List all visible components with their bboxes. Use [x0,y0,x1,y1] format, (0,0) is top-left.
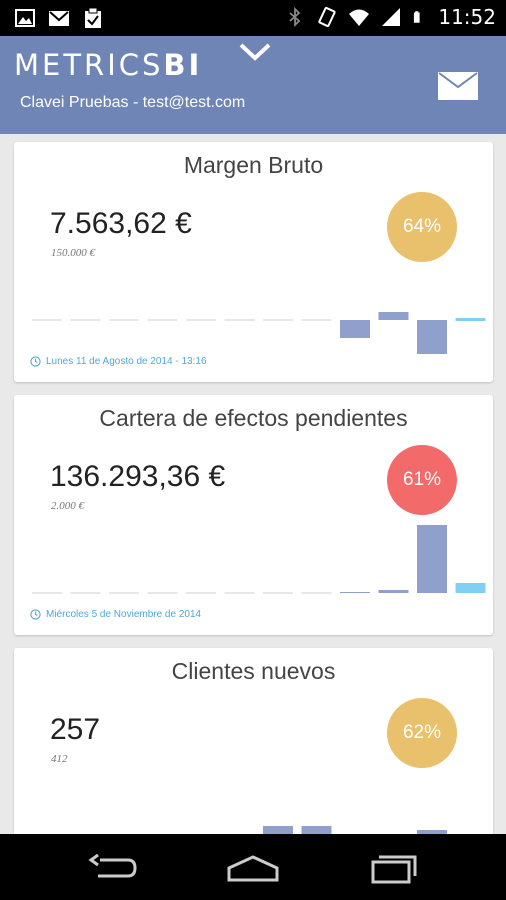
card-amount: 136.293,36 € [50,460,226,493]
clock-icon [30,356,41,367]
metric-card-cartera[interactable]: Cartera de efectos pendientes 136.293,36… [14,395,493,635]
card-date-row: Miércoles 5 de Noviembre de 2014 [30,609,201,620]
chart-bar-11 [455,318,486,321]
metric-card-margen-bruto[interactable]: Margen Bruto 7.563,62 € 150.000 € 64% Lu… [14,142,493,382]
bar-chart [32,525,486,594]
chart-bar-10 [417,525,447,593]
status-bar: 11:52 [0,0,506,36]
recent-apps-icon[interactable] [370,854,418,884]
card-title: Margen Bruto [183,152,324,178]
user-info: Clavei Pruebas - test@test.com [20,94,246,111]
chart-bar-6 [263,826,293,834]
home-icon[interactable] [226,854,280,882]
card-amount: 257 [50,713,101,746]
image-icon [15,9,35,27]
chart-bar-10 [417,320,447,354]
percent-badge: 62% [387,698,457,768]
clipboard-icon [85,7,101,28]
chart-bar-8 [340,592,370,593]
percent-badge: 61% [387,445,457,515]
app-logo: METRICSBI [14,48,202,82]
card-amount: 7.563,62 € [50,207,192,240]
chart-bar-11 [455,583,486,593]
app-header: METRICSBI Clavei Pruebas - test@test.com [0,36,506,134]
metric-card-clientes-nuevos[interactable]: Clientes nuevos 257 412 62% [14,648,493,834]
vibrate-icon [318,6,336,28]
metrics-list[interactable]: Margen Bruto 7.563,62 € 150.000 € 64% Lu… [0,134,506,834]
chart-bar-9 [378,590,409,593]
card-date: Miércoles 5 de Noviembre de 2014 [46,609,202,620]
chart-bar-7 [301,826,332,834]
gmail-icon [49,11,69,26]
chart-bar-8 [340,320,370,338]
card-target: 412 [51,753,68,765]
chevron-down-icon[interactable] [238,42,272,62]
bar-chart [32,312,486,354]
card-title: Cartera de efectos pendientes [99,405,408,431]
chart-bar-10 [417,830,447,834]
system-nav-bar [0,834,506,900]
bar-chart [263,826,447,834]
chart-bar-9 [378,312,409,320]
card-date-row: Lunes 11 de Agosto de 2014 - 13:16 [30,356,207,367]
brand-bold: BI [163,48,203,82]
wifi-icon [349,9,370,26]
percent-badge: 64% [387,192,457,262]
card-title: Clientes nuevos [171,658,336,684]
signal-icon [382,8,401,26]
bluetooth-icon [289,6,301,28]
clock-time: 11:52 [438,5,496,29]
brand-regular: METRICS [14,48,164,82]
card-target: 150.000 € [51,247,95,259]
card-target: 2.000 € [51,500,84,512]
card-date: Lunes 11 de Agosto de 2014 - 13:16 [46,356,207,367]
clock-icon [30,609,41,620]
battery-icon [414,11,420,23]
back-icon[interactable] [88,854,138,882]
mail-icon[interactable] [438,72,478,100]
